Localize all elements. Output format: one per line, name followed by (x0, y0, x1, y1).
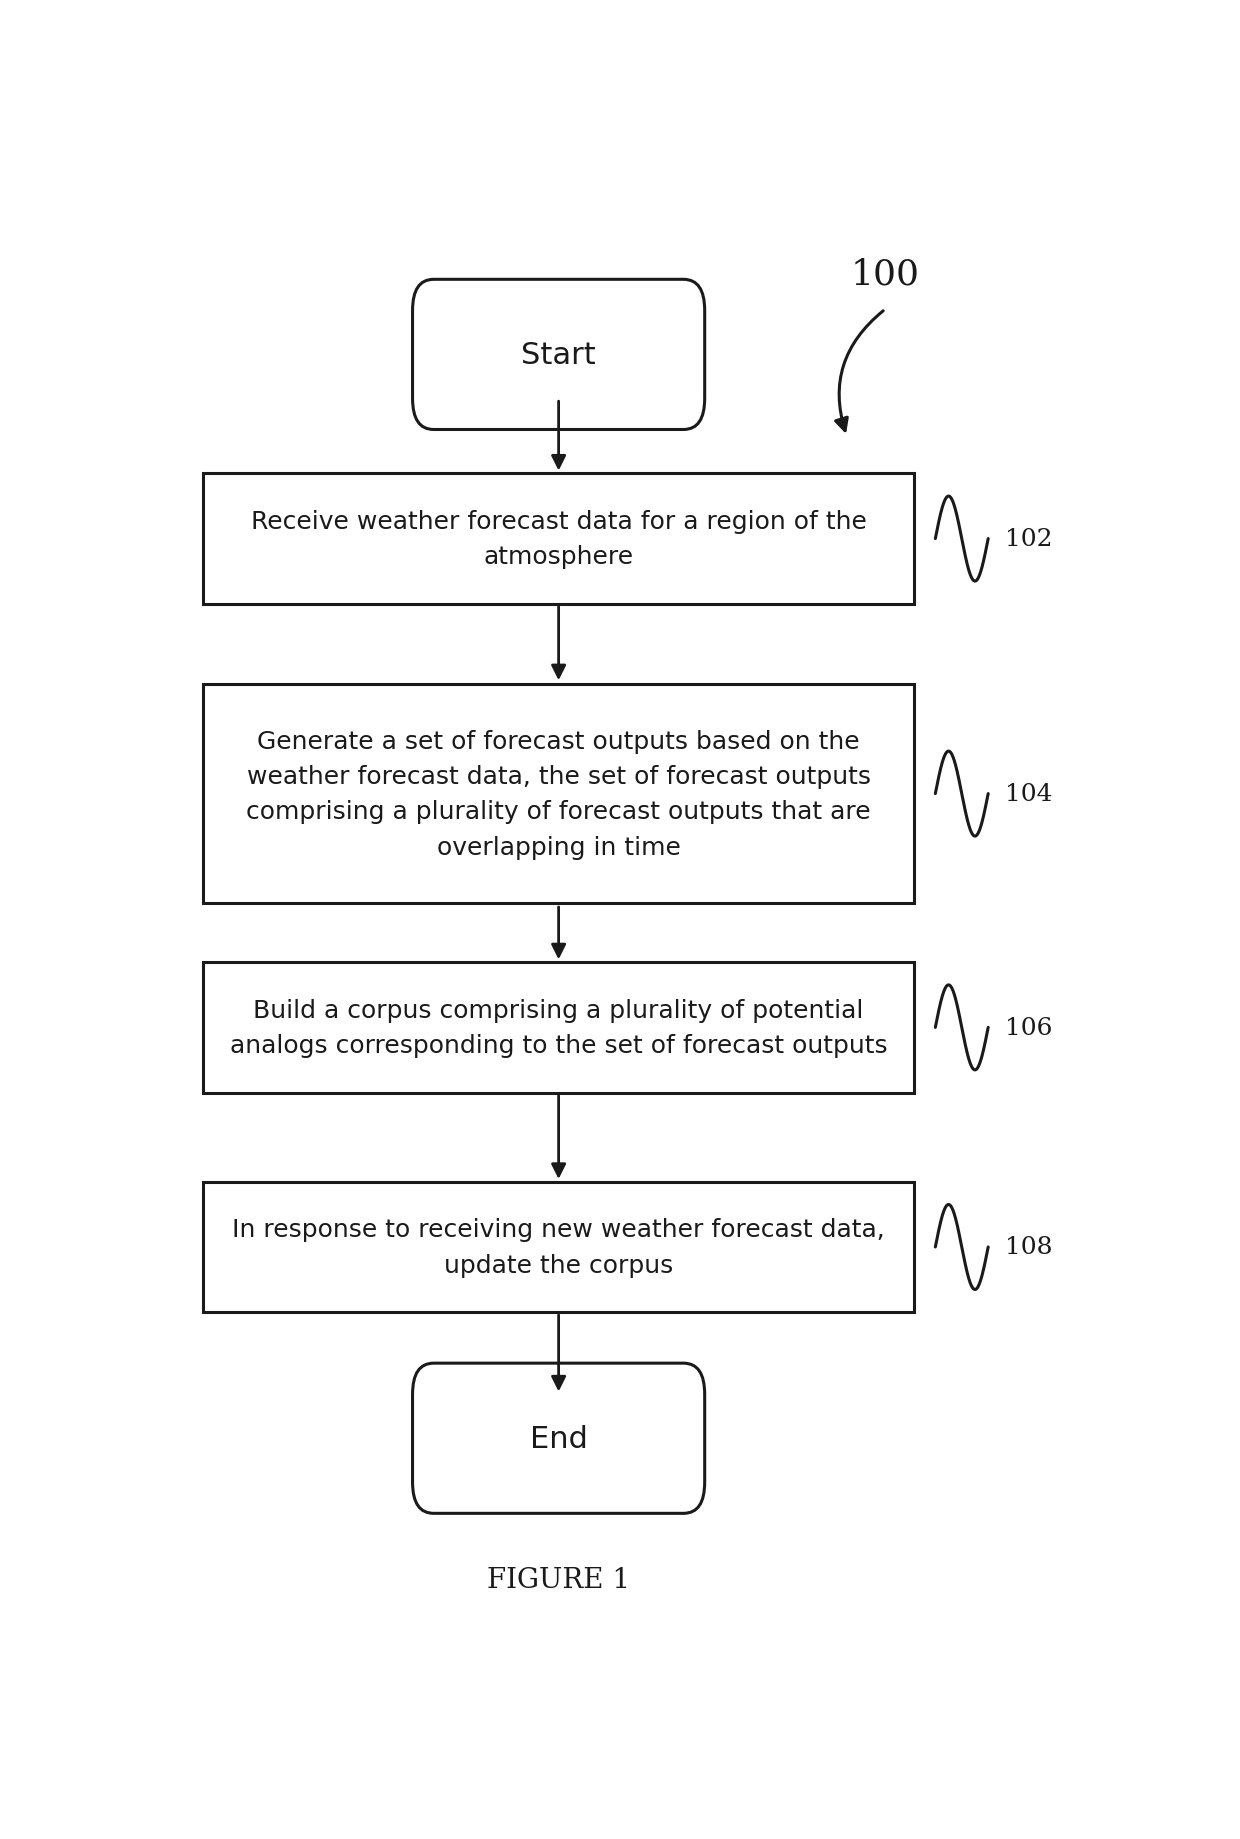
Bar (203, 474, 914, 605)
Bar (203, 1182, 914, 1313)
Text: Generate a set of forecast outputs based on the
weather forecast data, the set o: Generate a set of forecast outputs based… (247, 728, 870, 859)
Text: 106: 106 (1006, 1017, 1053, 1039)
FancyBboxPatch shape (413, 280, 704, 430)
Text: Receive weather forecast data for a region of the
atmosphere: Receive weather forecast data for a regi… (250, 509, 867, 568)
Text: End: End (529, 1423, 588, 1453)
Text: FIGURE 1: FIGURE 1 (487, 1567, 630, 1594)
Text: 104: 104 (1006, 783, 1053, 805)
Bar (203, 962, 914, 1092)
Bar (203, 684, 914, 905)
Text: 100: 100 (851, 257, 920, 291)
Text: Build a corpus comprising a plurality of potential
analogs corresponding to the : Build a corpus comprising a plurality of… (229, 999, 888, 1057)
Text: In response to receiving new weather forecast data,
update the corpus: In response to receiving new weather for… (232, 1217, 885, 1276)
FancyBboxPatch shape (413, 1363, 704, 1513)
Text: 108: 108 (1006, 1236, 1053, 1258)
Text: Start: Start (521, 340, 596, 370)
Text: 102: 102 (1006, 528, 1053, 552)
